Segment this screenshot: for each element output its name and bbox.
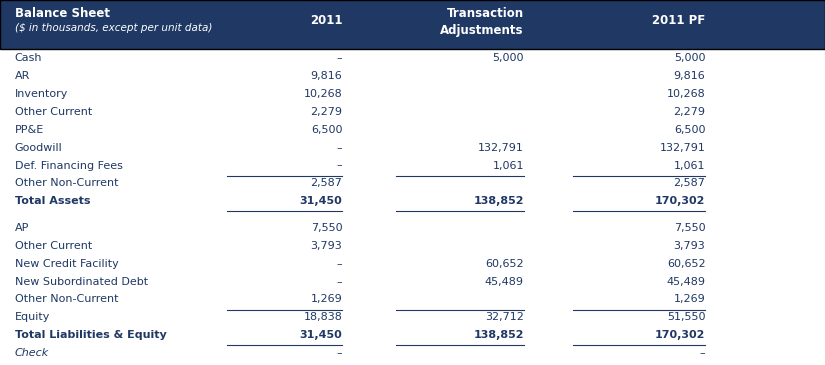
- Text: 9,816: 9,816: [674, 71, 705, 81]
- Text: 170,302: 170,302: [655, 330, 705, 340]
- Text: Inventory: Inventory: [15, 89, 68, 99]
- Text: –: –: [337, 161, 342, 170]
- Text: Total Assets: Total Assets: [15, 196, 91, 206]
- Text: 3,793: 3,793: [674, 241, 705, 251]
- Text: 1,269: 1,269: [674, 295, 705, 304]
- Text: 5,000: 5,000: [674, 53, 705, 63]
- Text: 1,061: 1,061: [493, 161, 524, 170]
- Text: –: –: [337, 259, 342, 269]
- Text: 2,279: 2,279: [310, 107, 342, 117]
- Text: PP&E: PP&E: [15, 125, 44, 135]
- Text: 1,061: 1,061: [674, 161, 705, 170]
- Text: 2,587: 2,587: [310, 178, 342, 188]
- Text: 60,652: 60,652: [667, 259, 705, 269]
- Text: AR: AR: [15, 71, 31, 81]
- Text: Other Non-Current: Other Non-Current: [15, 178, 118, 188]
- Text: –: –: [337, 143, 342, 153]
- Text: 2,279: 2,279: [673, 107, 705, 117]
- Text: Cash: Cash: [15, 53, 42, 63]
- Text: 9,816: 9,816: [311, 71, 342, 81]
- Text: 6,500: 6,500: [311, 125, 342, 135]
- Text: Goodwill: Goodwill: [15, 143, 63, 153]
- Text: 2011: 2011: [310, 14, 342, 27]
- Text: 10,268: 10,268: [667, 89, 705, 99]
- Text: Equity: Equity: [15, 312, 50, 322]
- Text: –: –: [337, 53, 342, 63]
- Text: 3,793: 3,793: [311, 241, 342, 251]
- Text: 132,791: 132,791: [478, 143, 524, 153]
- Text: 2011 PF: 2011 PF: [652, 14, 705, 27]
- Text: –: –: [700, 348, 705, 358]
- Text: 132,791: 132,791: [659, 143, 705, 153]
- Text: 5,000: 5,000: [493, 53, 524, 63]
- Text: 32,712: 32,712: [485, 312, 524, 322]
- Text: 45,489: 45,489: [667, 277, 705, 287]
- Text: 31,450: 31,450: [299, 330, 342, 340]
- Text: 138,852: 138,852: [474, 196, 524, 206]
- Text: 7,550: 7,550: [674, 223, 705, 233]
- Text: 138,852: 138,852: [474, 330, 524, 340]
- Text: 1,269: 1,269: [311, 295, 342, 304]
- Text: 170,302: 170,302: [655, 196, 705, 206]
- Text: –: –: [337, 348, 342, 358]
- Text: –: –: [337, 277, 342, 287]
- Text: 2,587: 2,587: [673, 178, 705, 188]
- Text: New Credit Facility: New Credit Facility: [15, 259, 119, 269]
- Text: Other Non-Current: Other Non-Current: [15, 295, 118, 304]
- Text: New Subordinated Debt: New Subordinated Debt: [15, 277, 148, 287]
- Text: Transaction: Transaction: [447, 7, 524, 20]
- Text: Check: Check: [15, 348, 50, 358]
- FancyBboxPatch shape: [0, 0, 825, 49]
- Text: 18,838: 18,838: [304, 312, 342, 322]
- Text: 45,489: 45,489: [485, 277, 524, 287]
- Text: Balance Sheet: Balance Sheet: [15, 7, 110, 20]
- Text: Other Current: Other Current: [15, 107, 92, 117]
- Text: AP: AP: [15, 223, 29, 233]
- Text: 51,550: 51,550: [667, 312, 705, 322]
- Text: Adjustments: Adjustments: [441, 24, 524, 37]
- Text: Total Liabilities & Equity: Total Liabilities & Equity: [15, 330, 167, 340]
- Text: Def. Financing Fees: Def. Financing Fees: [15, 161, 123, 170]
- Text: 31,450: 31,450: [299, 196, 342, 206]
- Text: 10,268: 10,268: [304, 89, 342, 99]
- Text: ($ in thousands, except per unit data): ($ in thousands, except per unit data): [15, 23, 212, 33]
- Text: 60,652: 60,652: [485, 259, 524, 269]
- Text: 7,550: 7,550: [311, 223, 342, 233]
- Text: Other Current: Other Current: [15, 241, 92, 251]
- Text: 6,500: 6,500: [674, 125, 705, 135]
